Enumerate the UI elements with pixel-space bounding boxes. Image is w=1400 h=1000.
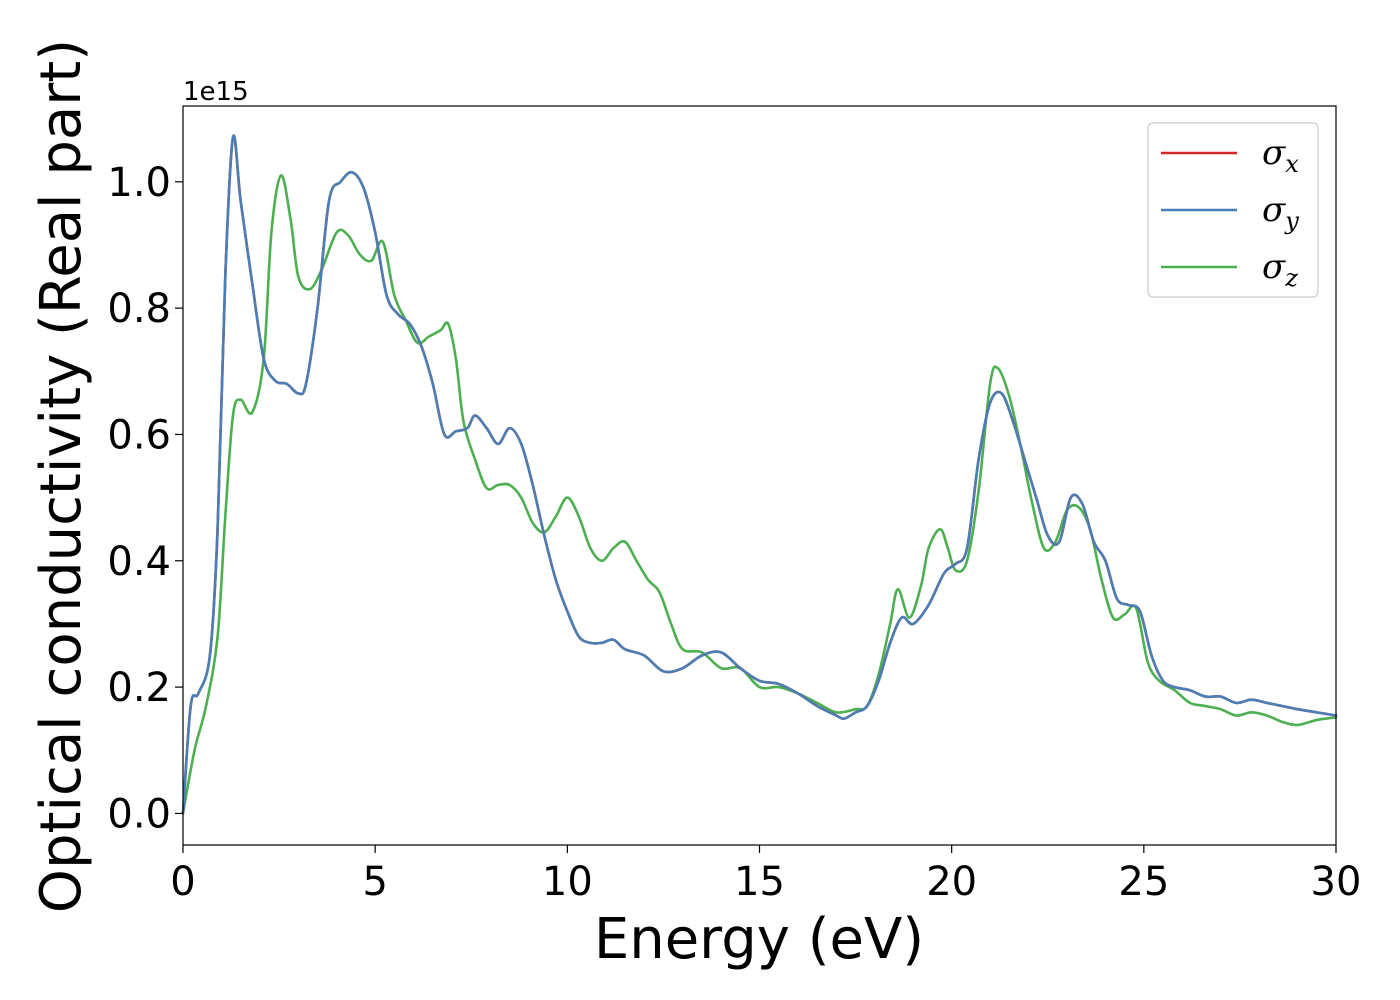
x-axis: 0 5 10 15 20 25 30 xyxy=(170,845,1361,905)
legend-label-y: σy xyxy=(1262,190,1299,235)
y-tick-label: 0.4 xyxy=(107,539,171,585)
y-tick-label: 1.0 xyxy=(107,160,171,206)
y-tick-label: 0.8 xyxy=(107,286,171,332)
y-tick-label: 0.2 xyxy=(107,665,171,711)
legend-label-z: σz xyxy=(1262,247,1298,292)
y-axis-label: Optical conductivity (Real part) xyxy=(29,39,94,913)
legend-label-x: σx xyxy=(1262,133,1299,178)
x-tick-label: 5 xyxy=(362,859,387,905)
series-layer xyxy=(181,134,1338,815)
legend: σx σy σz xyxy=(1147,122,1319,298)
series-line-y xyxy=(181,134,1338,815)
x-tick-label: 20 xyxy=(926,859,977,905)
x-tick-label: 10 xyxy=(542,859,593,905)
y-axis: 0.0 0.2 0.4 0.6 0.8 1.0 xyxy=(107,160,183,837)
series-line-z xyxy=(181,174,1338,815)
x-axis-label: Energy (eV) xyxy=(594,907,924,972)
y-offset-label: 1e15 xyxy=(183,77,249,107)
y-tick-label: 0.6 xyxy=(107,412,171,458)
x-tick-label: 15 xyxy=(734,859,785,905)
x-tick-label: 30 xyxy=(1311,859,1362,905)
x-tick-label: 25 xyxy=(1118,859,1169,905)
x-tick-label: 0 xyxy=(170,859,195,905)
y-tick-label: 0.0 xyxy=(107,791,171,837)
